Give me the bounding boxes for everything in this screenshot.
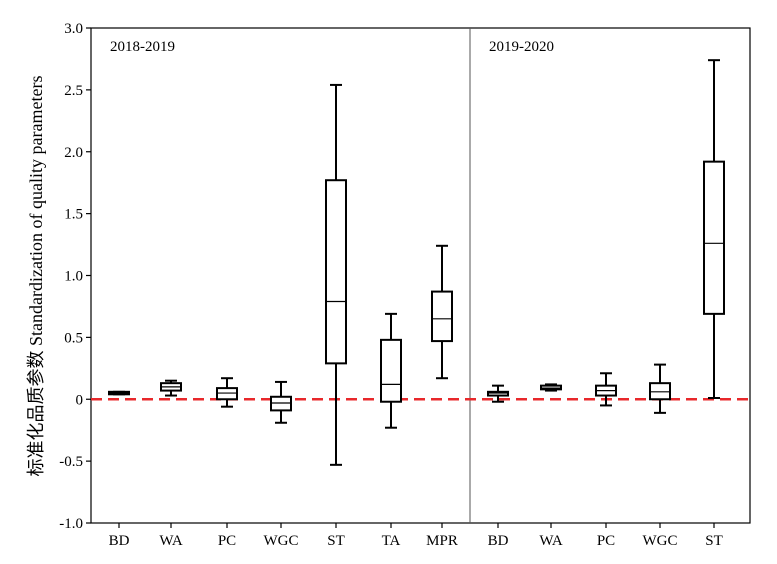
box-iqr [270, 395, 292, 412]
box-iqr [540, 384, 562, 391]
box-iqr [380, 338, 402, 403]
y-tick-label: 0 [76, 392, 84, 408]
y-tick-label: -0.5 [59, 454, 83, 470]
y-tick-label: 0.5 [64, 330, 83, 346]
x-tick-label: BD [109, 533, 130, 549]
box-iqr [649, 382, 671, 401]
x-tick-label: MPR [426, 533, 458, 549]
x-tick-label: BD [488, 533, 509, 549]
y-tick-label: 1.5 [64, 207, 83, 223]
box-iqr [703, 160, 725, 315]
x-tick-label: ST [705, 533, 723, 549]
y-tick-label: 3.0 [64, 21, 83, 37]
panel-label: 2018-2019 [110, 39, 175, 55]
panel-label: 2019-2020 [489, 39, 554, 55]
x-tick-label: WGC [264, 533, 299, 549]
x-tick-label: WA [539, 533, 562, 549]
x-tick-label: TA [382, 533, 401, 549]
y-tick-label: -1.0 [59, 516, 83, 532]
y-axis-title: 标准化品质参数 Standardization of quality param… [26, 76, 46, 477]
box-iqr [487, 390, 509, 397]
y-tick-label: 1.0 [64, 269, 83, 285]
y-tick-label: 2.0 [64, 145, 83, 161]
x-tick-label: PC [597, 533, 615, 549]
box-iqr [216, 387, 238, 401]
y-tick-label: 2.5 [64, 83, 83, 99]
x-tick-label: ST [327, 533, 345, 549]
x-tick-label: WA [159, 533, 182, 549]
x-tick-label: WGC [643, 533, 678, 549]
box-iqr [431, 290, 453, 343]
plot-frame [90, 27, 751, 524]
x-tick-label: PC [218, 533, 236, 549]
box-iqr [325, 179, 347, 365]
